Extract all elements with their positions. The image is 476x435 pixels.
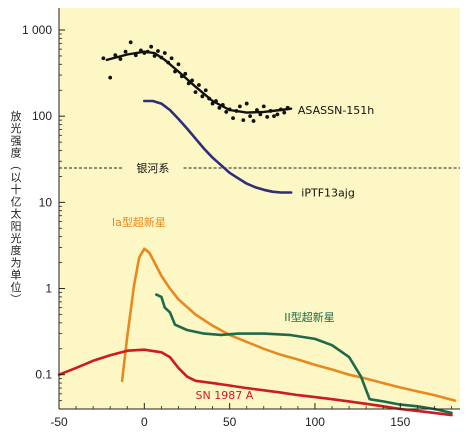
y-axis-label-char: 亿 xyxy=(11,195,22,208)
data-point xyxy=(133,53,138,58)
data-point xyxy=(166,60,171,65)
data-point xyxy=(156,49,160,53)
data-point xyxy=(258,112,263,117)
y-tick-label: 10 xyxy=(39,195,53,209)
y-axis-label-char: 度 xyxy=(11,243,22,257)
x-tick-label: 50 xyxy=(223,415,237,429)
observation-points xyxy=(101,40,290,123)
data-point xyxy=(207,96,212,101)
y-axis-label-char: 放 xyxy=(11,109,22,123)
data-point xyxy=(251,119,256,123)
data-point xyxy=(118,57,123,61)
y-axis-label-char: 太 xyxy=(11,208,22,221)
data-point xyxy=(203,88,208,93)
data-point xyxy=(272,114,276,119)
data-point xyxy=(173,69,177,74)
y-tick-label: 100 xyxy=(32,109,52,123)
data-point xyxy=(265,115,270,119)
y-axis-label-char: 阳 xyxy=(11,220,22,233)
data-point xyxy=(244,101,249,106)
axes: 0.1 1 10 100 1 000 -50 0 50 100 150 xyxy=(22,8,460,429)
y-tick-label: 1 xyxy=(45,282,52,296)
y-axis-label-char: 光 xyxy=(11,231,22,245)
data-point xyxy=(142,51,147,55)
data-point xyxy=(268,109,273,113)
data-point xyxy=(285,105,290,110)
series-line-iptf13ajg xyxy=(143,99,293,194)
series-line-ii xyxy=(155,293,453,415)
data-point xyxy=(241,118,246,123)
y-tick-label: 0.1 xyxy=(35,368,52,382)
series-label-ii: II型超新星 xyxy=(284,310,335,324)
data-point xyxy=(149,44,154,49)
series-label-iptf13ajg: iPTF13ajg xyxy=(301,187,355,200)
data-point xyxy=(261,104,266,109)
data-point xyxy=(128,40,133,45)
y-axis-label-char: 为 xyxy=(11,256,22,269)
data-point xyxy=(275,112,280,117)
series-labels: ASASSN-151h iPTF13ajg Ia型超新星 II型超新星 SN 1987 … xyxy=(112,104,374,402)
series-label-asassn-151h: ASASSN-151h xyxy=(298,104,374,117)
series-label-series: 银河系 xyxy=(136,161,169,175)
data-point xyxy=(282,110,287,115)
data-point xyxy=(224,110,229,114)
data-point xyxy=(237,104,242,109)
data-point xyxy=(190,78,194,83)
data-point xyxy=(179,74,184,79)
x-tick-label: 0 xyxy=(141,415,148,429)
data-point xyxy=(101,56,106,61)
data-point xyxy=(108,75,113,80)
data-point xyxy=(214,99,218,103)
series-group xyxy=(57,50,457,417)
data-point xyxy=(234,109,239,113)
y-axis-label-char: 单 xyxy=(11,269,22,282)
x-tick-label: -50 xyxy=(50,415,68,429)
data-point xyxy=(197,83,201,87)
y-tick-label: 1 000 xyxy=(22,23,52,37)
x-tick-label: 100 xyxy=(305,415,325,429)
y-axis-label-char: 强 xyxy=(11,134,22,147)
data-point xyxy=(123,49,128,54)
y-axis-label-char: 光 xyxy=(11,121,22,135)
data-point xyxy=(278,107,283,112)
data-point xyxy=(159,55,164,60)
x-tick-label: 150 xyxy=(390,415,410,429)
data-point xyxy=(193,90,198,95)
data-point xyxy=(176,62,181,67)
series-line-sn-1987-a xyxy=(57,348,453,417)
data-point xyxy=(248,114,253,119)
data-point xyxy=(186,81,191,86)
data-point xyxy=(255,108,259,112)
y-axis-label-char: （ xyxy=(9,159,22,170)
data-point xyxy=(183,71,188,76)
data-point xyxy=(152,54,157,58)
data-point xyxy=(139,48,143,53)
series-line-ia xyxy=(120,247,457,402)
data-point xyxy=(200,94,205,99)
data-point xyxy=(217,105,222,110)
series-label-sn-1987-a: SN 1987 A xyxy=(196,389,254,402)
y-axis-label-char: 以 xyxy=(11,171,22,184)
data-point xyxy=(169,56,174,61)
plot-background xyxy=(59,8,460,409)
data-point xyxy=(210,101,215,106)
data-point xyxy=(145,49,150,54)
data-point xyxy=(113,53,118,58)
data-point xyxy=(231,116,235,120)
y-axis-label-char: 度 xyxy=(11,146,22,160)
data-point xyxy=(227,107,232,112)
y-axis-label-char: ） xyxy=(9,294,22,305)
y-axis-label-char: 位 xyxy=(11,280,22,294)
series-label-ia: Ia型超新星 xyxy=(112,215,166,229)
y-axis-label-char: 十 xyxy=(11,182,22,196)
data-point xyxy=(162,51,167,55)
data-point xyxy=(220,103,225,107)
